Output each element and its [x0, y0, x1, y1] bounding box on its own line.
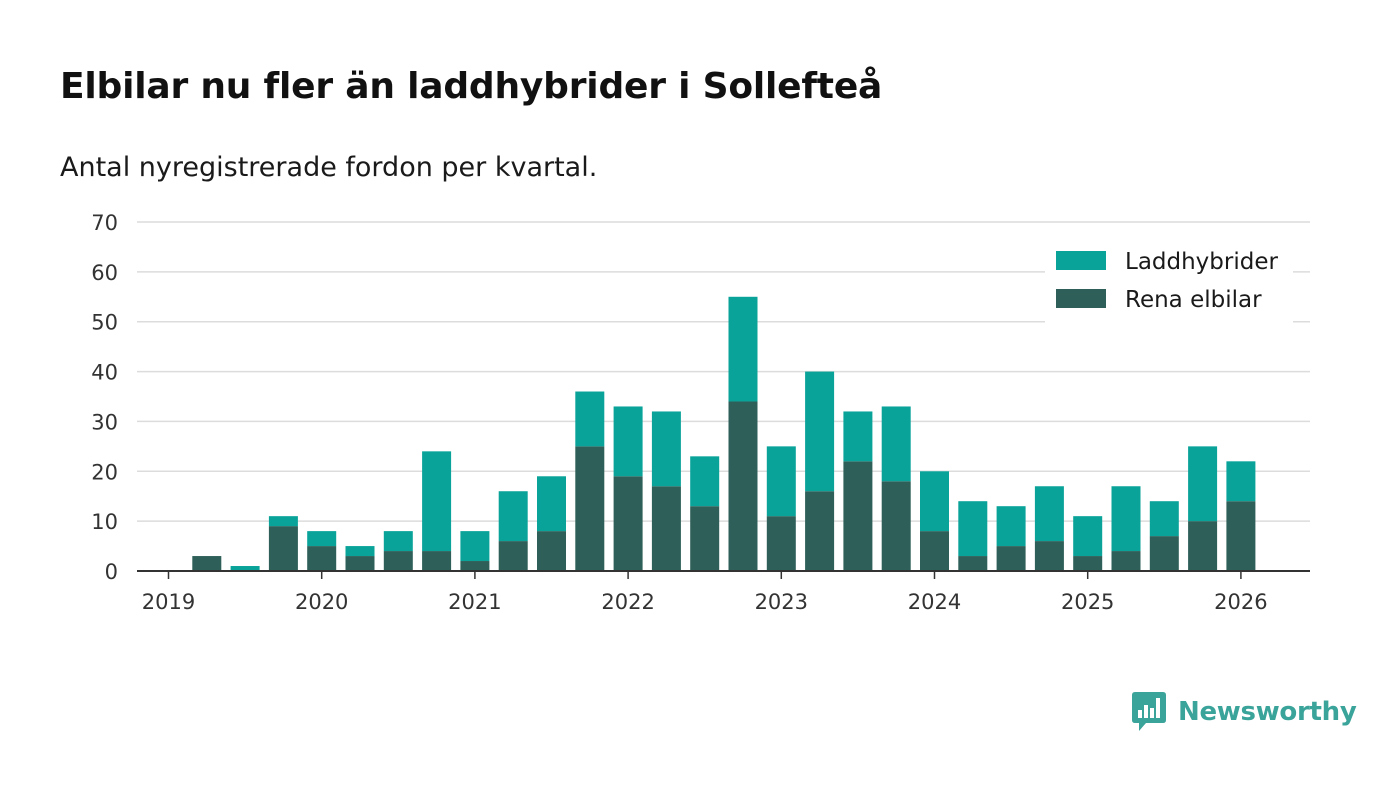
x-tick-label: 2022 — [601, 590, 654, 614]
newsworthy-logo-icon — [1132, 692, 1166, 731]
bar-rena-elbilar — [345, 556, 375, 571]
bar-laddhybrider — [690, 456, 720, 507]
bar-rena-elbilar — [690, 506, 720, 571]
y-tick-label: 50 — [91, 311, 118, 335]
y-tick-label: 10 — [91, 510, 118, 534]
bar-rena-elbilar — [1073, 556, 1103, 571]
x-tick-label: 2025 — [1061, 590, 1114, 614]
bar-rena-elbilar — [613, 476, 643, 571]
bar-rena-elbilar — [958, 556, 988, 571]
bar-rena-elbilar — [383, 551, 413, 571]
bar-laddhybrider — [422, 451, 452, 552]
bar-laddhybrider — [345, 546, 375, 557]
bar-laddhybrider — [307, 531, 337, 547]
legend-label-laddhybrider: Laddhybrider — [1125, 249, 1278, 275]
x-axis-ticks: 2019 2020 2021 2022 2023 2024 2025 2026 — [142, 571, 1268, 614]
bar-rena-elbilar — [192, 556, 222, 571]
bar-laddhybrider — [1149, 501, 1179, 537]
bar-laddhybrider — [996, 506, 1026, 547]
y-tick-label: 20 — [91, 460, 118, 484]
legend-swatch-rena-elbilar — [1056, 289, 1106, 308]
bar-rena-elbilar — [920, 531, 949, 571]
x-tick-label: 2024 — [908, 590, 961, 614]
bar-rena-elbilar — [728, 401, 758, 571]
bar-laddhybrider — [881, 406, 911, 482]
bars — [192, 296, 1256, 571]
bar-laddhybrider — [651, 411, 681, 487]
legend-swatch-laddhybrider — [1056, 251, 1106, 270]
bar-laddhybrider — [805, 371, 835, 492]
bar-rena-elbilar — [498, 541, 528, 571]
bar-laddhybrider — [498, 491, 528, 542]
bar-laddhybrider — [1226, 461, 1256, 502]
bar-rena-elbilar — [422, 551, 452, 571]
bar-laddhybrider — [613, 406, 643, 477]
y-tick-label: 70 — [91, 211, 118, 235]
bar-rena-elbilar — [1111, 551, 1141, 571]
bar-rena-elbilar — [881, 481, 911, 571]
chart-title: Elbilar nu fler än laddhybrider i Sollef… — [60, 66, 883, 107]
brand-name: Newsworthy — [1178, 697, 1357, 727]
bar-laddhybrider — [766, 446, 796, 517]
bar-laddhybrider — [958, 501, 988, 557]
bar-rena-elbilar — [307, 546, 337, 571]
bar-rena-elbilar — [843, 461, 873, 571]
y-tick-label: 60 — [91, 261, 118, 285]
brand-logo: Newsworthy — [1132, 692, 1357, 732]
legend: Laddhybrider Rena elbilar — [1045, 236, 1293, 324]
bar-laddhybrider — [268, 516, 298, 527]
bar-laddhybrider — [537, 476, 566, 532]
bar-rena-elbilar — [1034, 541, 1064, 571]
bar-laddhybrider — [1188, 446, 1218, 522]
bar-laddhybrider — [460, 531, 490, 562]
bar-rena-elbilar — [460, 561, 490, 571]
bar-laddhybrider — [1034, 486, 1064, 542]
bar-rena-elbilar — [805, 491, 835, 571]
legend-label-rena-elbilar: Rena elbilar — [1125, 287, 1262, 313]
legend-background — [1045, 236, 1293, 324]
bar-laddhybrider — [383, 531, 413, 552]
bar-laddhybrider — [1111, 486, 1141, 552]
bar-rena-elbilar — [766, 516, 796, 571]
bar-rena-elbilar — [575, 446, 605, 571]
y-axis-ticks: 0 10 20 30 40 50 60 70 — [91, 211, 118, 584]
bar-laddhybrider — [1073, 516, 1103, 557]
bar-laddhybrider — [575, 391, 605, 447]
bar-laddhybrider — [920, 471, 949, 532]
x-tick-label: 2020 — [295, 590, 348, 614]
x-tick-label: 2026 — [1214, 590, 1267, 614]
bar-rena-elbilar — [1188, 521, 1218, 571]
x-tick-label: 2023 — [755, 590, 808, 614]
bar-laddhybrider — [843, 411, 873, 462]
bar-rena-elbilar — [1226, 501, 1256, 571]
x-tick-label: 2021 — [448, 590, 501, 614]
bar-laddhybrider — [230, 566, 260, 571]
bar-rena-elbilar — [996, 546, 1026, 571]
y-tick-label: 0 — [105, 560, 118, 584]
y-tick-label: 30 — [91, 410, 118, 434]
bar-rena-elbilar — [537, 531, 566, 571]
bar-laddhybrider — [728, 296, 758, 402]
bar-rena-elbilar — [651, 486, 681, 571]
bar-rena-elbilar — [268, 526, 298, 571]
bar-rena-elbilar — [1149, 536, 1179, 571]
x-tick-label: 2019 — [142, 590, 195, 614]
chart-subtitle: Antal nyregistrerade fordon per kvartal. — [60, 152, 598, 183]
y-tick-label: 40 — [91, 361, 118, 385]
